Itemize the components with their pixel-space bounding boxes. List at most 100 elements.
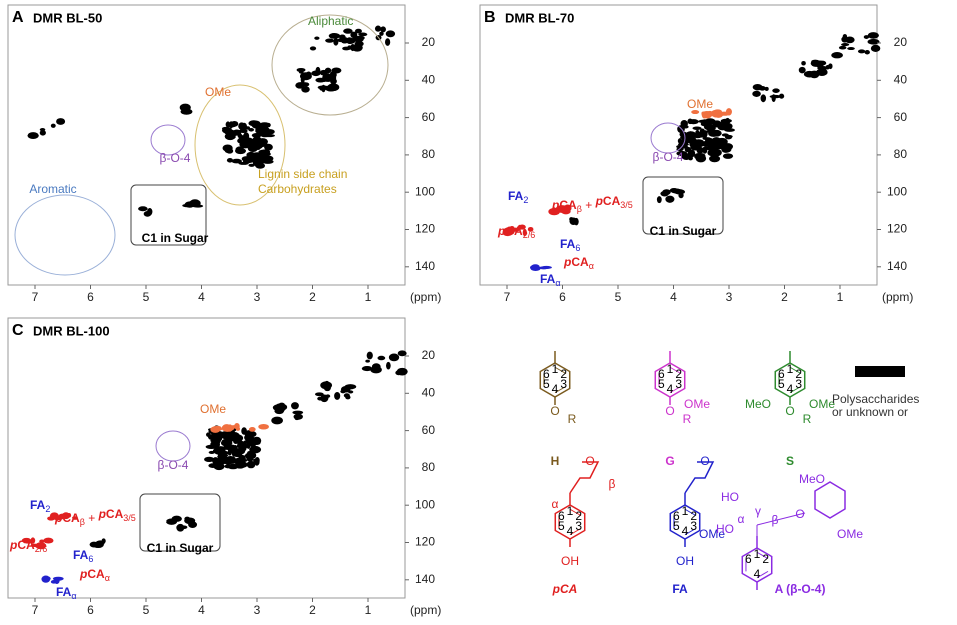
annotation: Carbohydrates: [258, 182, 337, 196]
annotation-part: CA: [571, 255, 589, 269]
double-bond: [789, 385, 802, 394]
nmr-peak: [752, 90, 761, 97]
annotation-part: α: [71, 591, 76, 601]
annotation-part: CA: [603, 194, 621, 208]
nmr-peak: [180, 108, 193, 115]
substituent: MeO: [745, 397, 771, 411]
x-tick-label: 4: [670, 290, 677, 304]
nmr-peak: [697, 153, 706, 160]
nmr-peak: [254, 161, 264, 168]
annotation: FA2: [30, 498, 50, 514]
y-tick-label: 60: [422, 423, 436, 437]
structure-name: A (β-O-4): [775, 582, 826, 596]
ring-number: 3: [690, 519, 697, 533]
substituent: R: [683, 412, 692, 426]
y-tick-label: 80: [422, 147, 436, 161]
nmr-peak: [251, 120, 262, 129]
nmr-peak: [538, 266, 549, 270]
bond: [756, 512, 806, 526]
x-tick-label: 1: [365, 290, 372, 304]
nmr-peak: [235, 147, 247, 155]
nmr-peak: [278, 406, 286, 412]
nmr-peak: [227, 449, 232, 456]
annotation-part: C1 in Sugar: [650, 224, 717, 238]
ring-number: 6: [658, 367, 665, 381]
annotation-part: +: [582, 198, 596, 212]
nmr-peak: [223, 443, 230, 450]
panel-frame: [479, 4, 878, 286]
y-tick-label: 140: [415, 259, 435, 273]
nmr-peak: [184, 516, 191, 521]
ring-number: 5: [558, 519, 565, 533]
annotation-part: CA: [87, 567, 105, 581]
nmr-peak: [329, 33, 337, 39]
nmr-peak: [816, 68, 828, 77]
x-tick-label: 4: [198, 290, 205, 304]
nmr-peak: [248, 152, 260, 159]
nmr-peak: [208, 463, 218, 468]
y-tick-label: 40: [422, 72, 436, 86]
region-circle: [14, 194, 116, 276]
ring-number: 1: [754, 547, 761, 561]
nmr-peak: [683, 153, 691, 160]
nmr-peak: [345, 395, 351, 400]
nmr-peak: [92, 541, 104, 549]
nmr-peak: [377, 355, 386, 361]
annotation: β-O-4: [160, 151, 191, 165]
ring-number: 1: [552, 362, 559, 376]
nmr-peak: [249, 440, 257, 448]
annotation-part: β-O-4: [653, 150, 684, 164]
annotation-part: FA: [56, 585, 72, 599]
nmr-peak: [803, 70, 816, 78]
nmr-peak: [181, 105, 187, 110]
ring-number: 6: [673, 509, 680, 523]
nmr-peak: [343, 28, 353, 34]
nmr-peak: [224, 133, 234, 139]
double-bond: [684, 527, 697, 536]
nmr-peak: [253, 458, 258, 463]
nmr-peak: [758, 85, 766, 91]
ring-number: 2: [575, 509, 582, 523]
panel-title: DMR BL-70: [505, 10, 574, 25]
nmr-peak: [339, 34, 346, 40]
annotation: Aromatic: [29, 182, 76, 196]
annotation-part: C1 in Sugar: [142, 231, 209, 245]
x-tick-label: 4: [198, 603, 205, 617]
x-tick-label: 6: [559, 290, 566, 304]
nmr-peak: [801, 60, 806, 66]
annotation: FA2: [508, 189, 528, 205]
ring-number: 1: [682, 504, 689, 518]
annotation-part: +: [85, 511, 99, 525]
annotation-part: 6: [88, 554, 93, 564]
substituent: O: [700, 454, 709, 468]
substituent: OMe: [837, 527, 863, 541]
nmr-peak: [261, 156, 268, 163]
annotation-part: β: [80, 517, 85, 527]
legend-note: or unknown or: [832, 405, 908, 419]
y-tick-label: 40: [422, 385, 436, 399]
nmr-peak: [212, 443, 220, 448]
nmr-peak: [385, 30, 396, 38]
annotation-part: α: [105, 573, 110, 583]
y-tick-label: 60: [894, 110, 908, 124]
nmr-peak: [324, 86, 330, 90]
nmr-peak: [311, 70, 321, 77]
annotation-part: CA: [62, 511, 80, 525]
nmr-peak: [701, 111, 706, 116]
nmr-peak: [361, 366, 373, 372]
nmr-peak: [43, 537, 54, 544]
nmr-peak: [210, 426, 221, 433]
substituent: γ: [755, 504, 761, 518]
nmr-peak: [847, 47, 855, 51]
nmr-peak: [181, 525, 188, 529]
nmr-peak: [244, 454, 256, 458]
double-bond: [756, 551, 769, 560]
annotation-part: 3/5: [123, 513, 136, 523]
nmr-peak: [204, 456, 215, 463]
annotation-part: 2/6: [523, 230, 536, 240]
ring-number: 2: [675, 367, 682, 381]
annotation-part: FA: [30, 498, 46, 512]
annotation: β-O-4: [653, 150, 684, 164]
region-circle: [650, 122, 686, 154]
ring-number: 3: [575, 519, 582, 533]
